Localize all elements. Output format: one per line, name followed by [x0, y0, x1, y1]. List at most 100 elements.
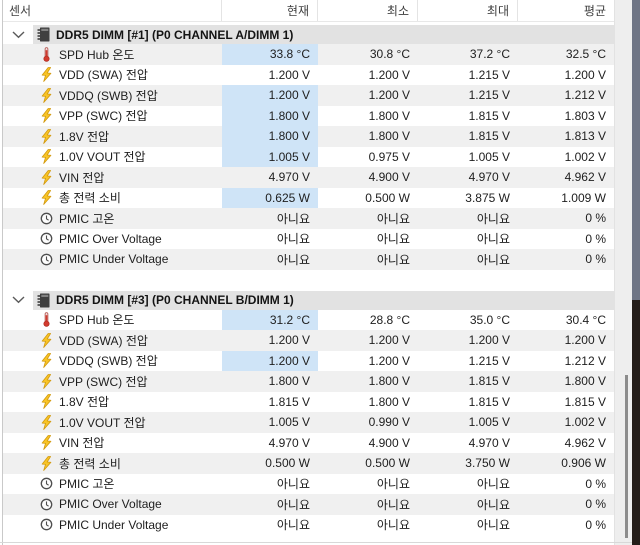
sensor-row[interactable]: VDDQ (SWB) 전압 1.200 V 1.200 V 1.215 V 1.212 …	[3, 350, 614, 372]
sensor-label: VPP (SWC) 전압	[59, 374, 148, 389]
sensor-label: 1.8V 전압	[59, 395, 110, 410]
average-value: 4.962 V	[564, 435, 606, 450]
current-value: 1.005 V	[222, 146, 318, 167]
sensor-label: VPP (SWC) 전압	[59, 109, 148, 124]
minimum-value: 4.900 V	[368, 435, 410, 450]
minimum-value: 1.800 V	[368, 374, 410, 389]
column-header-sensor[interactable]: 센서	[3, 0, 222, 21]
sensor-name-cell: PMIC Under Voltage	[3, 249, 222, 270]
average-value: 1.009 W	[561, 190, 606, 205]
current-value: 0.500 W	[265, 456, 310, 471]
sensor-label: 1.8V 전압	[59, 129, 110, 144]
sensor-name-cell: 총 전력 소비	[3, 188, 222, 209]
section-header-row[interactable]: DDR5 DIMM [#3] (P0 CHANNEL B/DIMM 1)	[3, 290, 614, 310]
voltage-icon	[39, 353, 53, 369]
minimum-value: 1.800 V	[368, 394, 410, 409]
current-value: 아니요	[276, 252, 310, 267]
sensor-row[interactable]: 1.8V 전압 1.815 V 1.800 V 1.815 V 1.815 V	[3, 391, 614, 412]
column-header-average[interactable]: 평균	[583, 4, 606, 18]
chevron-down-icon[interactable]	[3, 290, 33, 310]
average-value: 0 %	[585, 497, 606, 512]
voltage-icon	[39, 373, 53, 389]
average-value: 30.4 °C	[565, 312, 606, 327]
sensor-row[interactable]: PMIC Over Voltage 아니요 아니요 아니요 0 %	[3, 494, 614, 515]
section-band[interactable]: DDR5 DIMM [#3] (P0 CHANNEL B/DIMM 1)	[33, 290, 614, 310]
minimum-value: 아니요	[376, 477, 410, 492]
memory-chip-icon	[37, 293, 50, 308]
column-header-minimum[interactable]: 최소	[318, 0, 418, 21]
maximum-value: 아니요	[476, 232, 510, 247]
voltage-icon	[39, 394, 53, 410]
sensor-row[interactable]: PMIC Over Voltage 아니요 아니요 아니요 0 %	[3, 228, 614, 250]
sensor-row[interactable]: VDD (SWA) 전압 1.200 V 1.200 V 1.200 V 1.200 V	[3, 330, 614, 351]
current-value: 0.625 W	[222, 187, 318, 208]
sensor-label: PMIC Under Voltage	[59, 252, 169, 267]
column-header-current[interactable]: 현재	[222, 0, 318, 21]
minimum-value: 아니요	[376, 497, 410, 512]
sensor-name-cell: VDDQ (SWB) 전압	[3, 351, 222, 372]
sensor-name-cell: SPD Hub 온도	[3, 310, 222, 331]
sensor-row[interactable]: VPP (SWC) 전압 1.800 V 1.800 V 1.815 V 1.800 V	[3, 371, 614, 392]
average-value: 1.200 V	[564, 333, 606, 348]
average-value: 1.212 V	[564, 353, 606, 368]
average-value: 0 %	[585, 517, 606, 532]
sensor-row[interactable]: 총 전력 소비 0.625 W 0.500 W 3.875 W 1.009 W	[3, 187, 614, 209]
sensor-row[interactable]: 1.0V VOUT 전압 1.005 V 0.975 V 1.005 V 1.002 V	[3, 146, 614, 167]
sensor-row[interactable]: VDD (SWA) 전압 1.200 V 1.200 V 1.215 V 1.200 V	[3, 64, 614, 86]
current-value: 1.800 V	[222, 105, 318, 126]
average-value: 1.800 V	[564, 374, 606, 389]
clock-icon	[39, 253, 53, 266]
voltage-icon	[39, 414, 53, 430]
column-header-maximum[interactable]: 최대	[418, 0, 518, 21]
sensor-name-cell: PMIC 고온	[3, 474, 222, 495]
section-band[interactable]: DDR5 DIMM [#1] (P0 CHANNEL A/DIMM 1)	[33, 25, 614, 44]
sensor-row[interactable]: SPD Hub 온도 31.2 °C 28.8 °C 35.0 °C 30.4 °C	[3, 309, 614, 331]
sensor-row[interactable]: VIN 전압 4.970 V 4.900 V 4.970 V 4.962 V	[3, 432, 614, 453]
minimum-value: 아니요	[376, 518, 410, 533]
sensor-name-cell: PMIC Over Voltage	[3, 229, 222, 250]
average-value: 1.813 V	[564, 129, 606, 144]
average-value: 1.815 V	[564, 394, 606, 409]
minimum-value: 1.200 V	[368, 353, 410, 368]
sensor-row[interactable]: PMIC Under Voltage 아니요 아니요 아니요 0 %	[3, 249, 614, 270]
sensor-row[interactable]: 총 전력 소비 0.500 W 0.500 W 3.750 W 0.906 W	[3, 453, 614, 474]
maximum-value: 아니요	[476, 518, 510, 533]
average-value: 1.002 V	[564, 415, 606, 430]
sensor-row[interactable]: 1.0V VOUT 전압 1.005 V 0.990 V 1.005 V 1.002 V	[3, 412, 614, 433]
maximum-value: 35.0 °C	[469, 312, 510, 327]
sensor-rows: DDR5 DIMM [#1] (P0 CHANNEL A/DIMM 1) SPD …	[3, 22, 614, 535]
sensor-row[interactable]: 1.8V 전압 1.800 V 1.800 V 1.815 V 1.813 V	[3, 126, 614, 147]
sensor-label: 총 전력 소비	[59, 191, 121, 206]
section-header-row[interactable]: DDR5 DIMM [#1] (P0 CHANNEL A/DIMM 1)	[3, 25, 614, 44]
average-value: 0.906 W	[561, 456, 606, 471]
sensor-row[interactable]: VPP (SWC) 전압 1.800 V 1.800 V 1.815 V 1.803 V	[3, 105, 614, 126]
window-bottom-border	[0, 542, 632, 543]
clock-icon	[39, 498, 53, 511]
sensor-row[interactable]: PMIC 고온 아니요 아니요 아니요 0 %	[3, 208, 614, 229]
maximum-value: 아니요	[476, 477, 510, 492]
sensor-label: 1.0V VOUT 전압	[59, 150, 146, 165]
sensor-row[interactable]: PMIC Under Voltage 아니요 아니요 아니요 0 %	[3, 514, 614, 535]
sensor-name-cell: VIN 전압	[3, 167, 222, 188]
sensor-row[interactable]: VDDQ (SWB) 전압 1.200 V 1.200 V 1.215 V 1.212 …	[3, 85, 614, 106]
section-title: DDR5 DIMM [#3] (P0 CHANNEL B/DIMM 1)	[56, 293, 294, 307]
maximum-value: 1.215 V	[468, 88, 510, 103]
maximum-value: 아니요	[476, 252, 510, 267]
sensor-label: VDD (SWA) 전압	[59, 333, 148, 348]
clock-icon	[39, 212, 53, 225]
voltage-icon	[39, 169, 53, 185]
sensor-name-cell: 총 전력 소비	[3, 453, 222, 474]
sensor-name-cell: VDD (SWA) 전압	[3, 65, 222, 86]
vertical-scrollbar[interactable]	[614, 0, 632, 545]
current-value: 1.005 V	[268, 415, 310, 430]
sensor-row[interactable]: PMIC 고온 아니요 아니요 아니요 0 %	[3, 473, 614, 495]
scrollbar-thumb[interactable]	[625, 375, 628, 538]
current-value: 4.970 V	[268, 170, 310, 185]
sensor-row[interactable]: SPD Hub 온도 33.8 °C 30.8 °C 37.2 °C 32.5 °C	[3, 44, 614, 65]
sensor-name-cell: PMIC Over Voltage	[3, 494, 222, 515]
minimum-value: 아니요	[376, 211, 410, 226]
current-value: 아니요	[276, 497, 310, 512]
sensor-row[interactable]: VIN 전압 4.970 V 4.900 V 4.970 V 4.962 V	[3, 167, 614, 188]
chevron-down-icon[interactable]	[3, 25, 33, 44]
